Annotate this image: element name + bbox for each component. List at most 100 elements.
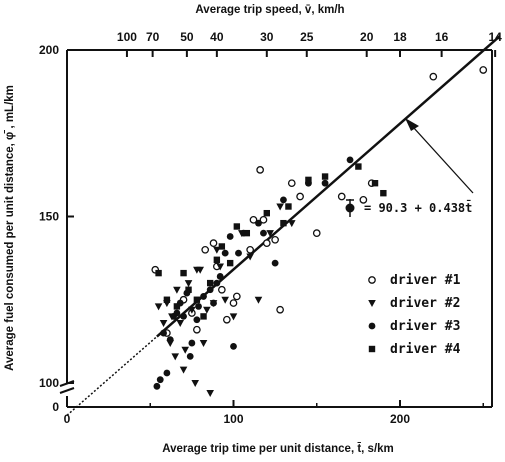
data-point	[255, 219, 262, 227]
series-driver-3	[153, 156, 354, 390]
data-point	[186, 352, 194, 360]
top-tick-label: 18	[393, 30, 407, 44]
data-point	[271, 259, 279, 267]
axis-ticks: 0 100 200 0 100 150 200 100 70 50 40 30 25 20 18 16 14	[39, 30, 502, 426]
data-point	[246, 253, 254, 261]
equation-arrow-shaft	[412, 126, 474, 194]
data-point	[285, 203, 292, 210]
data-point	[243, 229, 251, 237]
data-point	[256, 166, 264, 174]
data-point	[429, 72, 438, 81]
data-point	[337, 192, 346, 201]
data-point	[195, 303, 202, 310]
top-tick-label: 30	[260, 30, 274, 44]
y-tick-label: 150	[39, 210, 59, 224]
data-point	[173, 303, 181, 310]
data-point	[185, 286, 192, 293]
data-point	[346, 156, 354, 164]
data-point	[163, 296, 171, 303]
data-point	[276, 305, 284, 314]
data-point	[221, 249, 229, 257]
legend-marker	[368, 276, 376, 284]
x-tick-label: 200	[390, 412, 410, 426]
top-tick-label: 14	[488, 30, 502, 44]
data-point	[479, 66, 488, 74]
data-point	[156, 376, 164, 384]
data-point	[280, 196, 287, 204]
data-point	[230, 342, 237, 350]
data-point	[260, 229, 267, 237]
data-point	[213, 256, 221, 263]
data-point	[160, 329, 167, 337]
data-point	[287, 179, 296, 188]
x-axis-title: Average trip time per unit distance, t̄,…	[162, 443, 394, 455]
data-point	[210, 299, 217, 307]
data-point	[213, 279, 221, 287]
x-tick-label: 0	[64, 412, 71, 426]
data-point	[191, 380, 200, 387]
fit-line	[156, 35, 501, 338]
data-point	[312, 229, 321, 237]
legend-marker	[368, 322, 376, 330]
equation-text: = 90.3 + 0.438t̄	[364, 199, 472, 215]
data-point	[173, 286, 181, 294]
data-point	[154, 303, 163, 311]
x-tick-label: 100	[223, 412, 243, 426]
fit-line-extrapolated	[66, 335, 158, 416]
data-point	[235, 249, 242, 257]
data-point	[262, 239, 271, 247]
data-point	[184, 280, 193, 288]
data-point	[232, 292, 241, 301]
data-point	[263, 209, 270, 217]
top-tick-label: 100	[117, 30, 137, 44]
data-point	[287, 220, 296, 228]
data-point	[180, 313, 187, 320]
legend-label: driver #1	[390, 273, 461, 288]
data-point	[153, 382, 161, 390]
data-point	[193, 296, 201, 303]
data-point	[206, 389, 214, 397]
data-point	[355, 163, 362, 170]
data-point	[199, 340, 208, 348]
data-point	[181, 346, 190, 354]
legend-marker	[368, 300, 376, 307]
data-point	[229, 313, 238, 321]
top-tick-label: 20	[360, 30, 374, 44]
data-point	[209, 239, 218, 247]
data-point	[359, 196, 368, 204]
data-point	[266, 230, 274, 238]
series-driver-4	[155, 163, 387, 320]
data-point	[259, 215, 268, 224]
data-point	[159, 320, 168, 328]
data-point	[155, 269, 162, 277]
fit-line-layer	[66, 35, 501, 416]
data-point	[218, 243, 226, 250]
data-point	[217, 285, 226, 294]
data-point	[163, 369, 171, 377]
top-tick-label: 50	[180, 30, 194, 44]
data-point	[296, 192, 304, 201]
fit-equation-annotation: = 90.3 + 0.438t̄	[345, 118, 474, 217]
data-point	[271, 235, 279, 244]
y-tick-label: 200	[39, 43, 59, 57]
top-tick-label: 40	[210, 30, 224, 44]
data-point	[173, 309, 181, 317]
data-point	[188, 339, 196, 347]
data-point	[222, 315, 231, 324]
plot-frame	[59, 49, 493, 408]
data-point	[180, 269, 187, 277]
legend: driver #1 driver #2 driver #3 driver #4	[368, 273, 461, 357]
data-point	[206, 279, 214, 287]
data-point	[200, 313, 207, 320]
data-point	[188, 306, 196, 314]
data-point	[176, 320, 185, 328]
legend-label: driver #3	[390, 319, 460, 334]
data-point	[216, 263, 224, 271]
data-point	[280, 219, 287, 227]
top-tick-label: 70	[146, 30, 160, 44]
data-point	[226, 259, 234, 267]
data-point	[193, 316, 201, 324]
data-point	[216, 273, 224, 280]
top-tick-label: 25	[300, 30, 314, 44]
